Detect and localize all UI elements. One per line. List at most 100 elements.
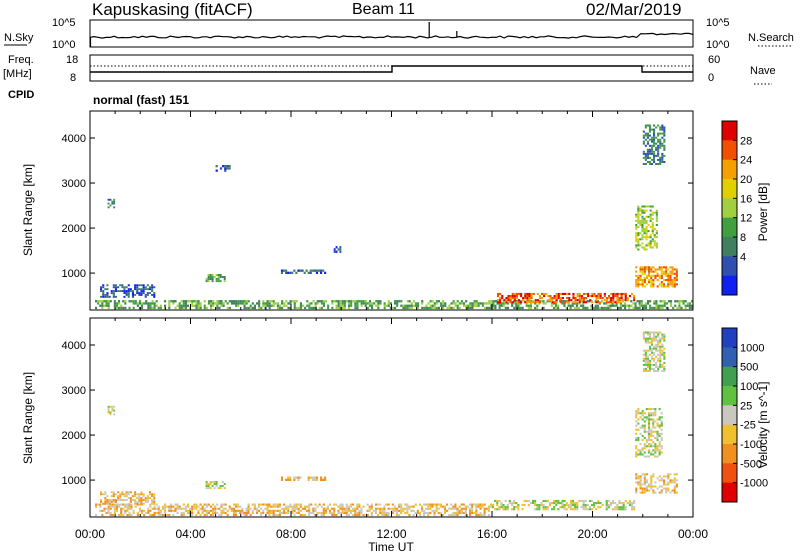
velocity-cell — [658, 418, 661, 421]
power-cell — [651, 213, 654, 216]
power-cell — [431, 300, 434, 303]
velocity-cell — [653, 347, 656, 350]
velocity-cell — [120, 509, 123, 512]
velocity-cell — [429, 505, 432, 508]
velocity-cbar-tick-label: -25 — [740, 420, 756, 432]
power-cell — [195, 306, 198, 310]
velocity-cell — [266, 511, 269, 514]
velocity-cell — [654, 447, 657, 450]
power-cell — [421, 302, 424, 305]
power-cell — [253, 306, 256, 310]
power-cell — [350, 300, 353, 303]
power-cell — [228, 300, 231, 303]
velocity-cell — [418, 503, 421, 506]
velocity-cell — [308, 514, 311, 517]
power-cell — [287, 302, 290, 305]
power-cell — [617, 306, 620, 310]
power-cell — [497, 292, 500, 295]
power-cell — [402, 304, 405, 307]
power-cell — [649, 213, 652, 216]
velocity-cell — [134, 491, 137, 494]
power-cell — [651, 232, 654, 235]
power-cell — [452, 302, 455, 305]
power-cell — [131, 295, 134, 298]
power-cell — [452, 300, 455, 303]
velocity-cell — [540, 504, 543, 507]
power-cell — [570, 299, 573, 302]
velocity-cell — [316, 514, 319, 517]
power-cell — [661, 161, 664, 163]
power-cell — [651, 306, 654, 310]
velocity-cell — [212, 511, 215, 514]
velocity-cell — [230, 507, 233, 510]
velocity-cell — [410, 509, 413, 512]
power-cell — [205, 280, 208, 283]
power-cell — [663, 270, 666, 273]
power-cell — [530, 301, 533, 304]
velocity-cell — [646, 357, 649, 360]
velocity-cell — [187, 505, 190, 508]
power-cbar-swatch — [722, 140, 737, 161]
velocity-cell — [656, 439, 659, 442]
velocity-cell — [308, 509, 311, 512]
velocity-cell — [580, 499, 583, 502]
velocity-cell — [645, 430, 648, 433]
velocity-cell — [115, 505, 118, 508]
velocity-cell — [166, 505, 169, 508]
velocity-cell — [193, 505, 196, 508]
velocity-cell — [502, 504, 505, 507]
power-cell — [500, 304, 503, 307]
power-cell — [655, 246, 658, 249]
power-cell — [112, 284, 115, 287]
power-cell — [555, 295, 558, 298]
velocity-cell — [643, 475, 646, 478]
power-cell — [676, 300, 679, 303]
power-cell — [132, 300, 135, 303]
power-cell — [262, 302, 265, 305]
velocity-cell — [437, 503, 440, 506]
power-cell — [210, 302, 213, 305]
velocity-cell — [605, 504, 608, 507]
velocity-cell — [170, 505, 173, 508]
velocity-cell — [427, 514, 430, 517]
power-cell — [563, 304, 566, 307]
velocity-cell — [124, 509, 127, 512]
velocity-cell — [660, 420, 663, 423]
power-cell — [538, 302, 541, 305]
velocity-cell — [142, 499, 145, 501]
power-cell — [647, 215, 650, 218]
velocity-cell — [203, 507, 206, 510]
power-cell — [644, 304, 647, 307]
velocity-cell — [646, 370, 649, 372]
power-cell — [651, 152, 654, 155]
power-cell — [283, 269, 286, 272]
power-cell — [586, 306, 589, 310]
velocity-cell — [657, 331, 660, 334]
velocity-cell — [584, 506, 587, 509]
power-cell — [121, 284, 124, 287]
power-cbar-tick-label: 20 — [740, 174, 752, 186]
velocity-cell — [452, 514, 455, 517]
power-cell — [308, 302, 311, 305]
power-cell — [226, 306, 229, 310]
power-cell — [584, 306, 587, 310]
power-cell — [182, 302, 185, 305]
power-cell — [498, 302, 501, 305]
power-cell — [646, 132, 649, 135]
velocity-cell — [656, 447, 659, 450]
power-cell — [637, 281, 640, 284]
velocity-cell — [255, 507, 258, 510]
velocity-cell — [648, 414, 651, 417]
velocity-cell — [639, 481, 642, 484]
velocity-cell — [393, 505, 396, 508]
velocity-cell — [513, 506, 516, 509]
power-cell — [138, 288, 141, 291]
velocity-cell — [515, 502, 518, 505]
velocity-cell — [153, 495, 156, 498]
power-cell — [665, 268, 668, 271]
velocity-cell — [107, 507, 110, 510]
power-cell — [653, 150, 656, 153]
velocity-cell — [648, 370, 651, 372]
power-cell — [631, 292, 634, 295]
